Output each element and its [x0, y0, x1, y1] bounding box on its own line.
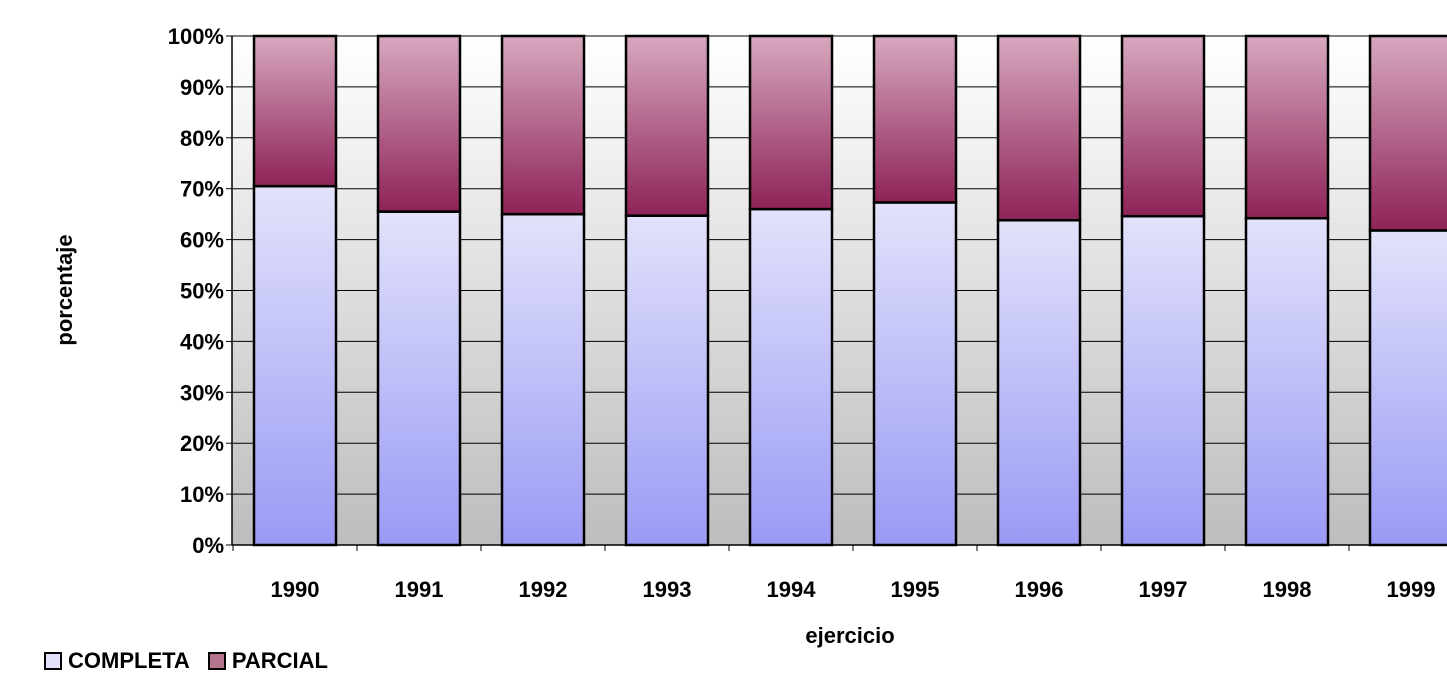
x-tick-label: 1992: [519, 577, 568, 602]
legend: COMPLETA PARCIAL: [44, 648, 346, 674]
y-tick-label: 70%: [180, 177, 224, 202]
bar-parcial-1996: [996, 34, 1082, 222]
legend-item-parcial: PARCIAL: [207, 648, 328, 674]
y-tick-label: 40%: [180, 329, 224, 354]
y-tick-label: 10%: [180, 482, 224, 507]
bar-completa-1993: [624, 214, 710, 547]
y-tick-label: 0%: [192, 533, 224, 558]
bar-parcial-1998: [1244, 34, 1330, 220]
y-axis-title: porcentaje: [52, 234, 77, 345]
bar-parcial-1991: [376, 34, 462, 213]
bar-parcial-1994: [748, 34, 834, 211]
y-tick-label: 100%: [168, 24, 224, 49]
x-tick-label: 1997: [1139, 577, 1188, 602]
x-axis-title: ejercicio: [805, 623, 894, 648]
x-tick-label: 1996: [1015, 577, 1064, 602]
x-tick-label: 1995: [891, 577, 940, 602]
bar-completa-1990: [252, 184, 338, 547]
y-tick-label: 60%: [180, 228, 224, 253]
bar-parcial-1997: [1120, 34, 1206, 218]
bar-parcial-1995: [872, 34, 958, 204]
legend-swatch-parcial: [207, 652, 226, 670]
y-tick-label: 80%: [180, 126, 224, 151]
x-tick-label: 1998: [1263, 577, 1312, 602]
bar-completa-1995: [872, 201, 958, 547]
bar-parcial-1999: [1368, 34, 1447, 232]
x-tick-label: 1999: [1387, 577, 1436, 602]
legend-label-parcial: PARCIAL: [231, 648, 328, 673]
bar-parcial-1992: [500, 34, 586, 216]
y-tick-label: 50%: [180, 279, 224, 304]
bar-completa-1996: [996, 219, 1082, 547]
legend-swatch-completa: [44, 652, 62, 670]
x-tick-label: 1991: [395, 577, 444, 602]
legend-label-completa: COMPLETA: [68, 648, 190, 673]
y-tick-label: 90%: [180, 75, 224, 100]
bar-parcial-1990: [252, 34, 338, 188]
bar-completa-1998: [1244, 216, 1330, 547]
bar-completa-1991: [376, 210, 462, 547]
bar-completa-1999: [1368, 229, 1447, 547]
bar-completa-1994: [748, 207, 834, 547]
y-tick-label: 20%: [180, 431, 224, 456]
bar-completa-1992: [500, 212, 586, 547]
y-tick-label: 30%: [180, 380, 224, 405]
x-tick-label: 1993: [643, 577, 692, 602]
x-tick-label: 1994: [767, 577, 817, 602]
legend-item-completa: COMPLETA: [44, 648, 190, 674]
bar-completa-1997: [1120, 214, 1206, 547]
x-tick-label: 1990: [271, 577, 320, 602]
bar-parcial-1993: [624, 34, 710, 217]
